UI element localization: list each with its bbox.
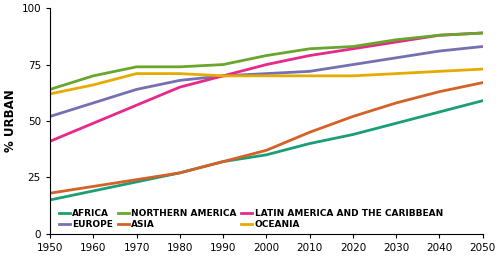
Y-axis label: % URBAN: % URBAN — [4, 90, 17, 152]
Legend: AFRICA, EUROPE, NORTHERN AMERICA, ASIA, LATIN AMERICA AND THE CARIBBEAN, OCEANIA: AFRICA, EUROPE, NORTHERN AMERICA, ASIA, … — [59, 209, 443, 229]
